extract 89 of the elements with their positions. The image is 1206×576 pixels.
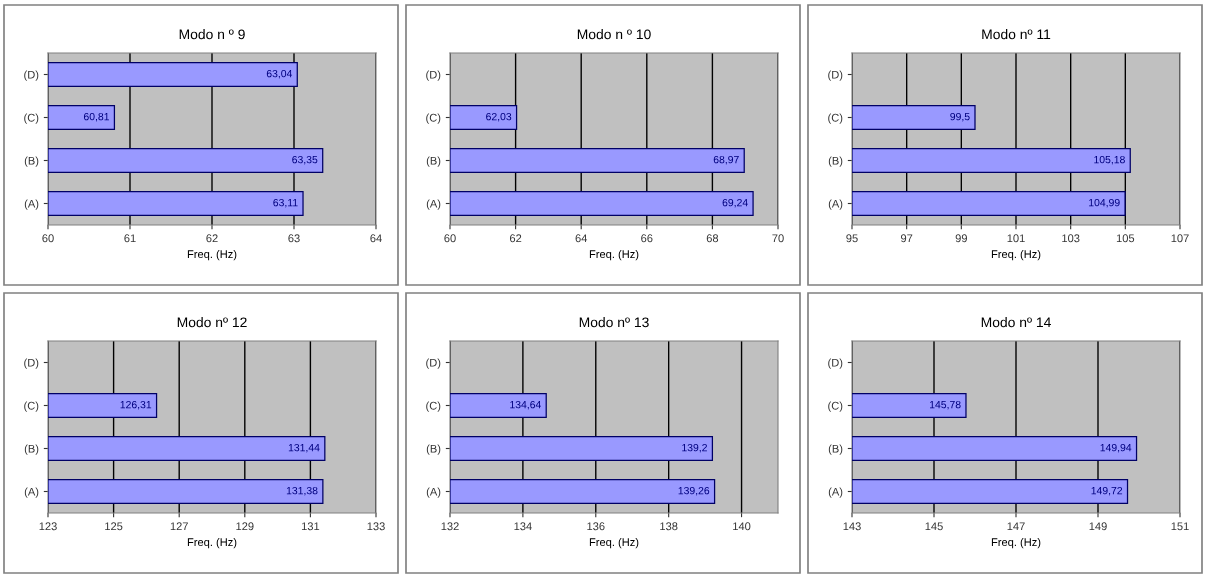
y-tick-label: (B) <box>828 444 843 455</box>
x-tick-label: 60 <box>444 234 456 243</box>
y-tick-label: (C) <box>426 113 441 124</box>
data-label: 63,35 <box>292 155 318 165</box>
x-tick-label: 107 <box>1171 234 1189 243</box>
chart-title: Modo nº 14 <box>981 317 1051 328</box>
x-tick-label: 64 <box>575 234 588 243</box>
data-label: 126,31 <box>120 400 152 410</box>
x-tick-label: 60 <box>42 234 54 243</box>
x-tick-label: 132 <box>441 522 459 531</box>
x-tick-label: 133 <box>367 522 385 531</box>
data-label: 134,64 <box>510 400 541 410</box>
x-tick-label: 95 <box>846 234 858 243</box>
x-tick-label: 138 <box>660 522 678 531</box>
x-tick-label: 125 <box>105 522 123 531</box>
y-tick-label: (D) <box>24 358 39 369</box>
x-tick-label: 97 <box>901 234 913 243</box>
data-label: 68,97 <box>713 155 739 165</box>
chart-title: Modo n º 9 <box>179 29 245 40</box>
y-tick-label: (D) <box>24 70 39 81</box>
data-label: 62,03 <box>486 112 512 122</box>
y-tick-label: (A) <box>24 487 39 498</box>
x-tick-label: 66 <box>641 234 653 243</box>
x-tick-label: 129 <box>236 522 254 531</box>
x-tick-label: 63 <box>288 234 300 243</box>
x-tick-label: 136 <box>587 522 605 531</box>
data-label: 131,38 <box>286 486 318 496</box>
x-tick-label: 62 <box>206 234 218 243</box>
data-label: 149,94 <box>1100 443 1132 453</box>
x-tick-label: 151 <box>1171 522 1189 531</box>
y-tick-label: (B) <box>24 444 39 455</box>
x-tick-label: 70 <box>772 234 784 243</box>
data-label: 139,2 <box>682 443 707 453</box>
x-tick-label: 61 <box>124 234 136 243</box>
y-tick-label: (A) <box>426 199 441 210</box>
y-tick-label: (C) <box>426 401 441 412</box>
data-label: 69,24 <box>722 198 748 208</box>
x-tick-label: 145 <box>925 522 943 531</box>
x-tick-label: 134 <box>514 522 532 531</box>
y-tick-label: (D) <box>828 70 843 81</box>
y-tick-label: (D) <box>828 358 843 369</box>
y-tick-label: (C) <box>24 113 39 124</box>
y-tick-label: (D) <box>426 358 441 369</box>
y-tick-label: (B) <box>24 156 39 167</box>
x-tick-label: 99 <box>955 234 967 243</box>
y-tick-label: (A) <box>24 199 39 210</box>
x-tick-label: 68 <box>706 234 719 243</box>
data-label: 63,04 <box>266 69 293 79</box>
y-tick-label: (B) <box>828 156 843 167</box>
data-label: 145,78 <box>930 400 961 410</box>
x-axis-title: Freq. (Hz) <box>187 537 237 549</box>
chart-title: Modo nº 12 <box>177 317 247 328</box>
y-tick-label: (A) <box>828 199 843 210</box>
x-tick-label: 140 <box>733 522 751 531</box>
y-tick-label: (C) <box>828 113 843 124</box>
x-axis-title: Freq. (Hz) <box>991 537 1041 549</box>
data-label: 63,11 <box>273 198 298 208</box>
data-label: 131,44 <box>288 443 320 453</box>
y-tick-label: (D) <box>426 70 441 81</box>
data-label: 60,81 <box>83 112 109 122</box>
x-tick-label: 105 <box>1116 234 1135 243</box>
data-label: 105,18 <box>1094 155 1125 165</box>
x-tick-label: 101 <box>1007 234 1025 243</box>
y-tick-label: (B) <box>426 156 441 167</box>
y-tick-label: (A) <box>426 487 441 498</box>
x-tick-label: 149 <box>1089 522 1107 531</box>
x-axis-title: Freq. (Hz) <box>991 249 1041 261</box>
y-tick-label: (C) <box>24 401 39 412</box>
x-axis-title: Freq. (Hz) <box>187 249 237 261</box>
chart-title: Modo nº 13 <box>579 317 649 328</box>
x-tick-label: 131 <box>301 522 320 531</box>
chart-title: Modo n º 10 <box>577 29 651 40</box>
chart-title: Modo nº 11 <box>982 29 1051 40</box>
x-axis-title: Freq. (Hz) <box>589 249 639 261</box>
data-label: 149,72 <box>1091 486 1123 496</box>
y-tick-label: (C) <box>828 401 843 412</box>
x-tick-label: 62 <box>509 234 522 243</box>
x-tick-label: 127 <box>170 522 188 531</box>
data-label: 104,99 <box>1089 198 1120 208</box>
x-tick-label: 123 <box>39 522 57 531</box>
x-tick-label: 64 <box>370 234 382 243</box>
x-tick-label: 147 <box>1007 522 1025 531</box>
x-axis-title: Freq. (Hz) <box>589 537 639 549</box>
y-tick-label: (B) <box>426 444 441 455</box>
y-tick-label: (A) <box>828 487 843 498</box>
data-label: 139,26 <box>678 486 710 496</box>
x-tick-label: 103 <box>1062 234 1080 243</box>
x-tick-label: 143 <box>843 522 861 531</box>
data-label: 99,5 <box>950 112 970 122</box>
